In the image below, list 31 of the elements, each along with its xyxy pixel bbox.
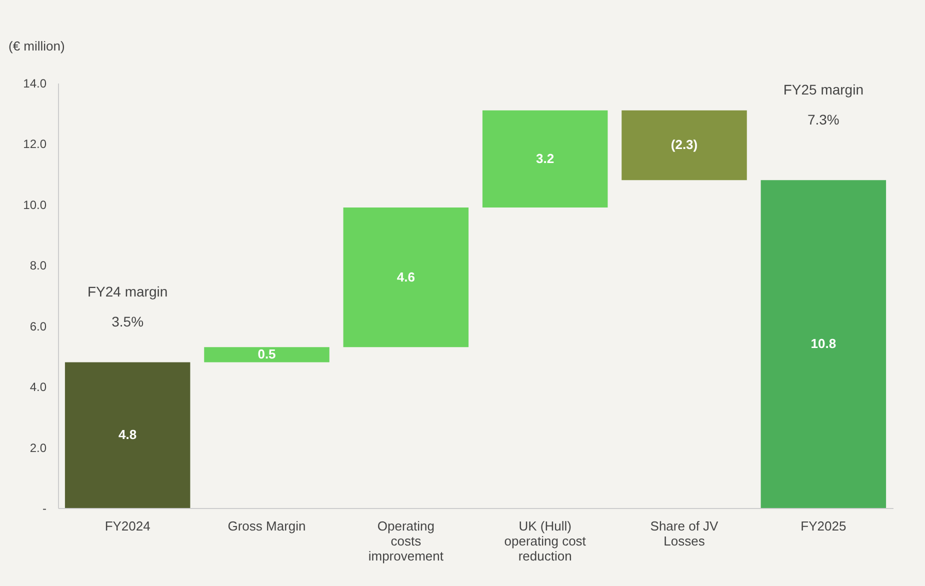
y-tick-label: 8.0 (30, 258, 47, 273)
annotation: FY24 margin (88, 283, 168, 300)
data-label: 3.2 (536, 150, 554, 166)
y-tick-label: 12.0 (23, 137, 47, 152)
x-tick-label: FY2024 (104, 518, 150, 534)
bar (482, 110, 608, 208)
data-label: 4.8 (118, 427, 137, 442)
x-tick-label: Operating costs improvement (368, 518, 444, 564)
bar (760, 180, 886, 508)
annotation: 7.3% (807, 111, 840, 128)
annotation: FY25 margin (783, 81, 864, 98)
x-tick-label: UK (Hull) operating cost reduction (504, 518, 586, 564)
bar (622, 110, 747, 180)
y-tick-label: 6.0 (30, 319, 47, 334)
y-tick-label: 10.0 (23, 198, 47, 212)
y-tick-label: 4.0 (30, 380, 47, 394)
data-label: 10.8 (810, 336, 836, 352)
y-tick-label: - (42, 502, 46, 516)
y-axis-title: (€ million) (8, 38, 65, 54)
y-tick-label: 2.0 (30, 440, 47, 455)
data-label: 4.6 (396, 269, 415, 284)
annotation: 3.5% (112, 313, 144, 330)
x-tick-label: Gross Margin (228, 518, 306, 534)
data-label: 0.5 (258, 346, 276, 362)
y-tick-label: 14.0 (23, 76, 47, 90)
bar (64, 362, 190, 508)
x-tick-label: FY2025 (800, 518, 846, 534)
bar (343, 207, 469, 348)
bar (204, 347, 330, 362)
data-label: (2.3) (670, 137, 698, 152)
x-tick-label: Share of JV Losses (650, 518, 719, 548)
